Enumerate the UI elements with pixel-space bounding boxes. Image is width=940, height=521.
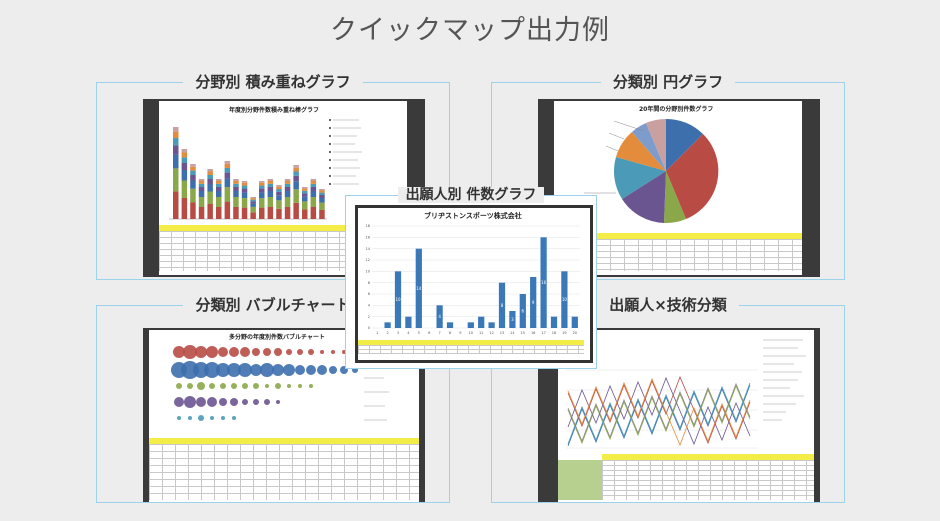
bar [498, 282, 506, 328]
bar [509, 311, 516, 328]
bar-value-label: 3 [511, 317, 514, 322]
bar-value-label: 6 [522, 309, 525, 314]
pie-table-header [554, 233, 802, 239]
y-tick-label: 6 [368, 292, 370, 296]
bar [540, 237, 547, 328]
x-tick-label: 15 [521, 331, 525, 335]
x-tick-label: 18 [552, 331, 556, 335]
bubble-panel-title: 分類別 バブルチャート [183, 296, 363, 314]
bar-value-label: 9 [532, 300, 535, 305]
stacked-panel-title: 分野別 積み重ねグラフ [183, 73, 363, 91]
bar-value-label: 10 [395, 297, 401, 302]
x-tick-label: 3 [397, 331, 399, 335]
x-tick-label: 9 [459, 331, 461, 335]
tech-matrix-panel[interactable]: 出願人×技術分類 [491, 296, 845, 503]
y-tick-label: 2 [368, 315, 370, 319]
x-tick-label: 13 [500, 331, 504, 335]
bar [519, 294, 526, 328]
pie-chart [584, 118, 719, 224]
bar [550, 316, 558, 328]
stacked-chart-panel[interactable]: 分野別 積み重ねグラフ 年度別分野件数積み重ね棒グラフ [96, 73, 450, 280]
x-tick-label: 6 [428, 331, 430, 335]
bubble-table-header [149, 438, 419, 444]
x-tick-label: 19 [562, 331, 566, 335]
stacked-chart-thumbnail[interactable]: 年度別分野件数積み重ね棒グラフ [143, 99, 425, 277]
bar [571, 316, 578, 328]
bar [561, 271, 568, 328]
y-tick-label: 0 [368, 326, 370, 330]
tech-matrix-thumbnail[interactable] [538, 328, 820, 502]
pie-panel-title: 分類別 円グラフ [600, 73, 736, 91]
y-tick-label: 18 [366, 224, 370, 228]
x-tick-label: 12 [489, 331, 493, 335]
bar [446, 322, 454, 328]
stacked-bar-chart [169, 119, 362, 220]
bar-value-label: 10 [562, 297, 568, 302]
bar [478, 316, 485, 328]
x-tick-label: 1 [376, 331, 378, 335]
count-data-table [358, 345, 584, 354]
x-tick-label: 17 [541, 331, 545, 335]
count-chart-title: ブリヂストンスポーツ株式会社 [424, 212, 522, 220]
bar-value-label: 8 [501, 303, 504, 308]
bar [530, 277, 537, 328]
count-chart-frame: ブリヂストンスポーツ株式会社 10 14 4 8 3 6 9 16 10 0 2 4 6 8 10 12 14… [355, 205, 593, 363]
x-tick-label: 2 [386, 331, 388, 335]
bar [488, 322, 495, 328]
page-title: クイックマップ出力例 [330, 15, 610, 46]
tech-panel-title: 出願人×技術分類 [597, 296, 739, 314]
bubble-chart [171, 345, 389, 421]
bar [384, 322, 391, 328]
tech-line-chart [566, 339, 806, 449]
pie-chart-title: 20年間の分野別件数グラフ [639, 106, 714, 113]
y-tick-label: 4 [368, 304, 371, 308]
bar-value-label: 4 [438, 314, 441, 319]
tech-sheet [558, 330, 814, 502]
y-tick-label: 10 [366, 270, 370, 274]
stacked-sheet: 年度別分野件数積み重ね棒グラフ [159, 101, 407, 275]
x-tick-label: 8 [449, 331, 451, 335]
bar-value-label: 14 [416, 286, 422, 291]
x-tick-label: 10 [469, 331, 473, 335]
bar [436, 305, 443, 328]
x-tick-label: 20 [573, 331, 577, 335]
count-panel-title: 出願人別 件数グラフ [397, 187, 545, 203]
bar [405, 316, 412, 328]
x-tick-label: 7 [438, 331, 440, 335]
y-tick-label: 16 [366, 236, 370, 240]
tech-data-table [602, 460, 814, 500]
bubble-chart-title: 多分野の年度別件数バブルチャート [229, 334, 325, 341]
bar [467, 322, 474, 328]
bubble-data-table [149, 444, 419, 500]
tech-table-header [602, 454, 814, 460]
count-table-header [358, 340, 584, 345]
bar [415, 248, 422, 328]
y-tick-label: 12 [366, 258, 370, 262]
x-tick-label: 5 [418, 331, 420, 335]
tech-row-labels [558, 460, 602, 500]
stacked-table-header [159, 225, 407, 231]
stacked-chart-title: 年度別分野件数積み重ね棒グラフ [229, 107, 320, 114]
bar [394, 271, 402, 328]
x-tick-label: 4 [407, 331, 410, 335]
y-tick-label: 14 [366, 247, 371, 251]
y-tick-label: 8 [368, 281, 370, 285]
bar-value-label: 16 [541, 280, 547, 285]
x-tick-label: 11 [479, 331, 483, 335]
x-tick-label: 16 [531, 331, 535, 335]
count-chart-panel[interactable]: 出願人別 件数グラフ ブリヂストンスポーツ株式会社 10 14 4 8 3 6 9 16 10 … [345, 187, 597, 369]
x-tick-label: 14 [510, 331, 515, 335]
